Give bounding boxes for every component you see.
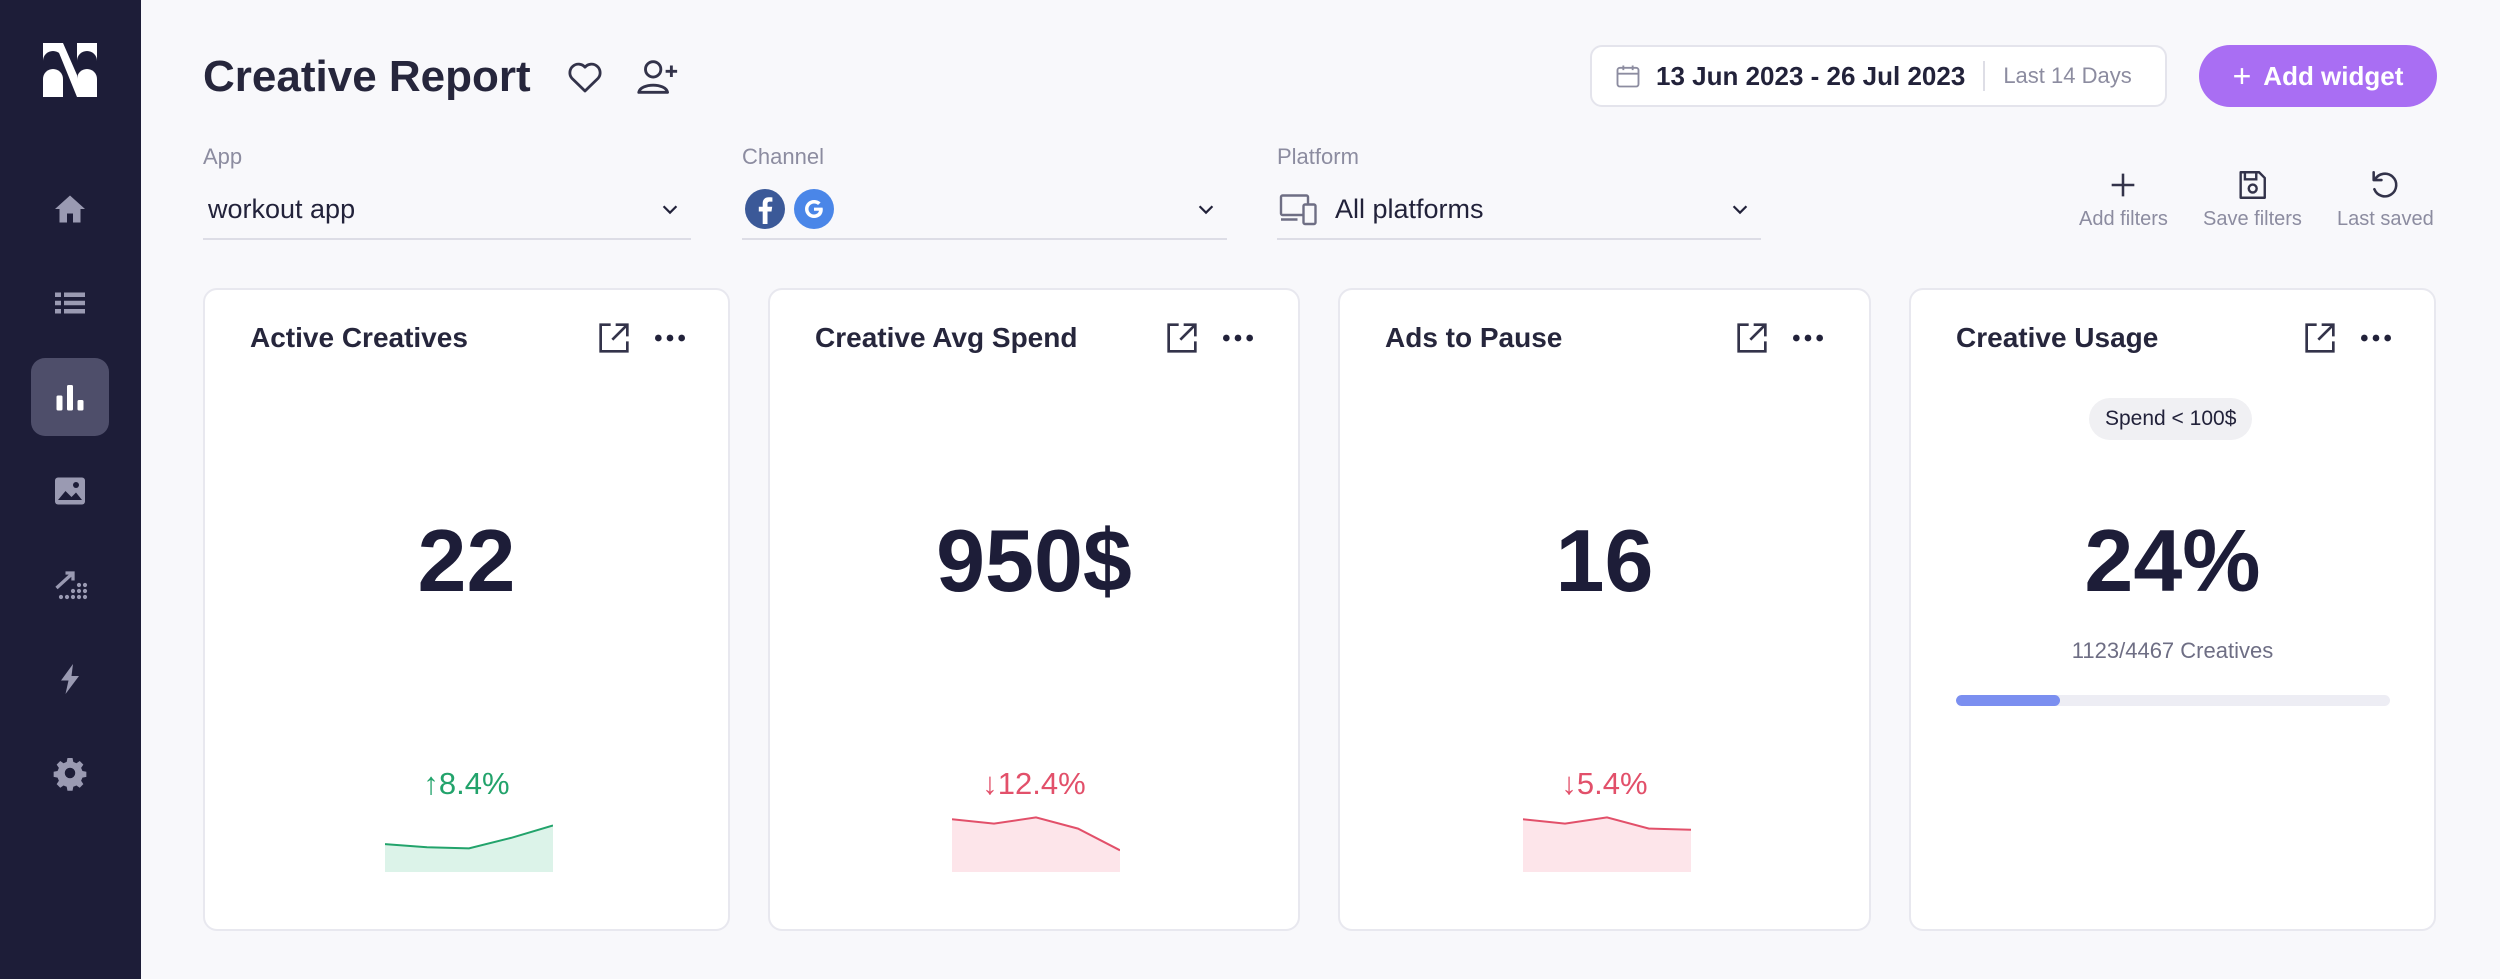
usage-progress-fill xyxy=(1956,695,2061,706)
date-range-picker[interactable]: 13 Jun 2023 - 26 Jul 2023 Last 14 Days xyxy=(1590,45,2167,107)
trend-indicator: ↑8.4% xyxy=(423,766,510,801)
growth-icon xyxy=(55,571,88,600)
more-icon[interactable] xyxy=(2356,318,2396,358)
add-widget-label: Add widget xyxy=(2263,60,2404,91)
last-saved-button[interactable]: Last saved xyxy=(2337,168,2434,231)
metric-value: 24% xyxy=(2084,511,2261,610)
date-range-value: 13 Jun 2023 - 26 Jul 2023 xyxy=(1656,60,1966,91)
plus-icon: + xyxy=(2232,57,2252,94)
chevron-down-icon xyxy=(1732,205,1748,215)
favorite-button[interactable] xyxy=(560,52,610,102)
platform-select[interactable]: All platforms xyxy=(1277,180,1761,240)
sparkline xyxy=(385,824,553,872)
nav-list[interactable] xyxy=(31,264,109,342)
open-external-icon[interactable] xyxy=(2300,318,2340,358)
heart-icon xyxy=(568,62,602,93)
sparkline-area xyxy=(1523,817,1691,872)
trend-indicator: ↓12.4% xyxy=(982,766,1086,801)
divider xyxy=(1983,61,1986,91)
channel-select[interactable] xyxy=(742,180,1227,240)
add-widget-button[interactable]: + Add widget xyxy=(2199,45,2437,107)
trend-indicator: ↓5.4% xyxy=(1561,766,1648,801)
logo xyxy=(43,43,97,97)
ads-to-pause-card: Ads to Pause 16 ↓5.4% xyxy=(1338,288,1871,931)
sparkline-line xyxy=(952,816,1120,852)
save-icon xyxy=(2239,171,2267,199)
facebook-icon xyxy=(745,189,785,229)
avg-spend-card: Creative Avg Spend 950$ ↓12.4% xyxy=(768,288,1300,931)
add-user-icon xyxy=(637,60,678,94)
platform-select-value: All platforms xyxy=(1335,193,1484,224)
add-filters-label: Add filters xyxy=(2079,208,2168,230)
usage-progress-bar xyxy=(1956,695,2390,706)
chevron-down-icon xyxy=(1198,205,1214,215)
save-filters-button[interactable]: Save filters xyxy=(2203,168,2302,231)
undo-icon xyxy=(2372,170,2398,198)
nav-settings[interactable] xyxy=(31,734,109,812)
list-icon xyxy=(55,292,85,314)
platform-filter-label: Platform xyxy=(1277,144,1359,169)
card-title: Ads to Pause xyxy=(1385,322,1563,353)
open-external-icon[interactable] xyxy=(1162,318,1202,358)
sparkline xyxy=(1523,816,1691,872)
google-icon xyxy=(794,189,834,229)
chevron-down-icon xyxy=(662,205,678,215)
more-icon[interactable] xyxy=(1218,318,1258,358)
creative-usage-card: Creative Usage Spend < 100$ 24% 1123/446… xyxy=(1909,288,2436,931)
nav-reports[interactable] xyxy=(31,358,109,436)
metric-value: 16 xyxy=(1555,511,1654,610)
nav-growth[interactable] xyxy=(31,546,109,624)
bar-chart-icon xyxy=(56,385,84,411)
add-filters-button[interactable]: Add filters xyxy=(2079,168,2168,231)
metric-value: 950$ xyxy=(936,511,1132,610)
more-icon[interactable] xyxy=(1788,318,1828,358)
filter-pill[interactable]: Spend < 100$ xyxy=(2089,398,2253,440)
card-title: Creative Usage xyxy=(1956,322,2159,353)
card-title: Creative Avg Spend xyxy=(815,322,1078,353)
more-icon[interactable] xyxy=(650,318,690,358)
plus-icon xyxy=(2112,173,2135,197)
app-select[interactable]: workout app xyxy=(203,180,691,240)
sparkline-area xyxy=(952,817,1120,872)
active-creatives-card: Active Creatives 22 ↑8.4% xyxy=(203,288,730,931)
sparkline-line xyxy=(1523,816,1691,831)
usage-subtitle: 1123/4467 Creatives xyxy=(2071,638,2274,663)
lightning-icon xyxy=(61,664,79,694)
page-title: Creative Report xyxy=(203,52,531,101)
devices-icon xyxy=(1279,194,1317,226)
nav-automation[interactable] xyxy=(31,640,109,718)
card-title: Active Creatives xyxy=(250,322,468,353)
nav-creatives[interactable] xyxy=(31,452,109,530)
sparkline xyxy=(952,816,1120,872)
date-preset[interactable]: Last 14 Days xyxy=(2003,63,2132,88)
metric-value: 22 xyxy=(417,511,516,610)
sidebar xyxy=(0,0,141,979)
app-filter-label: App xyxy=(203,144,243,169)
image-icon xyxy=(55,477,85,505)
sparkline-line xyxy=(385,824,553,850)
share-user-button[interactable] xyxy=(632,52,682,102)
open-external-icon[interactable] xyxy=(1732,318,1772,358)
channel-filter-label: Channel xyxy=(742,144,824,169)
gear-icon xyxy=(53,758,87,791)
save-filters-label: Save filters xyxy=(2203,208,2302,230)
last-saved-label: Last saved xyxy=(2337,208,2434,230)
home-icon xyxy=(55,195,85,223)
app-select-value: workout app xyxy=(208,193,356,224)
nav-home[interactable] xyxy=(31,170,109,248)
open-external-icon[interactable] xyxy=(594,318,634,358)
calendar-icon xyxy=(1616,65,1640,88)
